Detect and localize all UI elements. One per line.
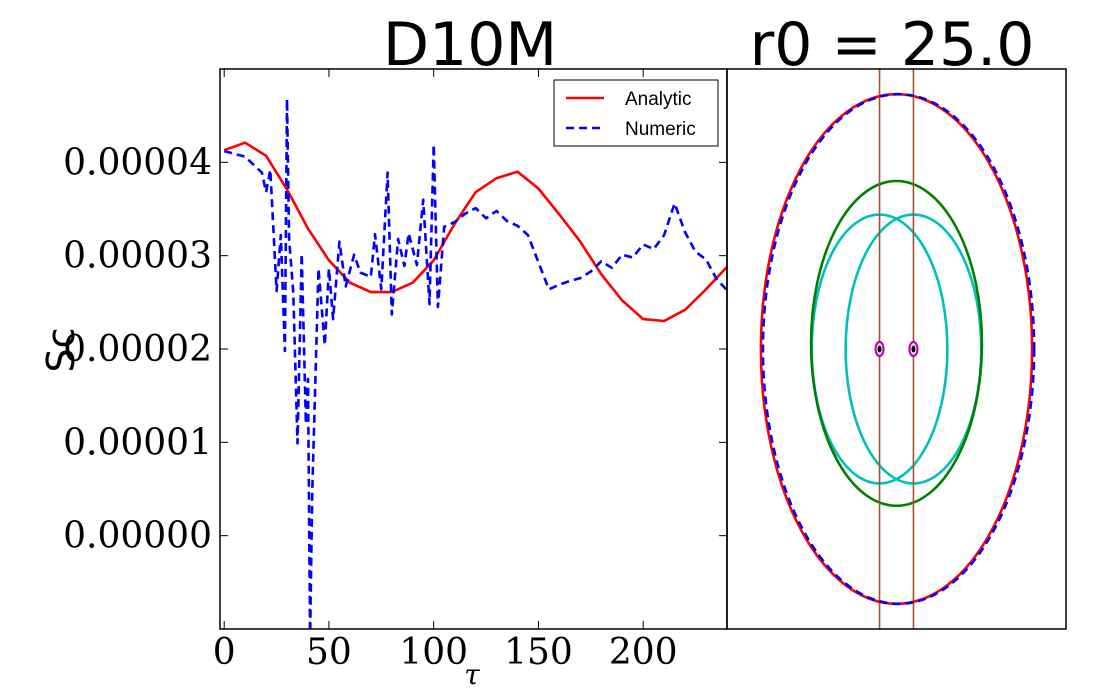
y-tick-label: 0.00002 bbox=[63, 329, 212, 370]
series-line-analytic bbox=[223, 141, 727, 323]
left-plot-area bbox=[223, 97, 727, 629]
x-tick-label: 50 bbox=[306, 632, 352, 673]
y-tick-label: 0.00001 bbox=[63, 422, 212, 463]
legend-label-analytic: Analytic bbox=[625, 89, 692, 110]
y-tick-label: 0.00003 bbox=[63, 236, 212, 277]
x-tick-label: 100 bbox=[399, 632, 468, 673]
x-tick-label: 200 bbox=[609, 632, 678, 673]
left-axes-frame bbox=[219, 68, 728, 630]
series-line-numeric bbox=[223, 97, 727, 629]
legend-box bbox=[553, 79, 719, 147]
y-tick-label: 0.00004 bbox=[63, 142, 212, 183]
x-tick-label: 0 bbox=[213, 632, 236, 673]
ellipse-middle bbox=[809, 179, 984, 508]
ellipse-outer-numeric bbox=[761, 92, 1036, 606]
x-axis-label: τ bbox=[464, 658, 480, 691]
y-tick-label: 0.00000 bbox=[63, 516, 212, 557]
y-axis-label: Sc bbox=[39, 327, 83, 372]
legend-label-numeric: Numeric bbox=[625, 119, 696, 140]
point-left-dot bbox=[877, 345, 882, 353]
left-axes-ticks: 0 50 100 150 200 0.00000 0.00001 0.00002 0.00003… bbox=[63, 69, 727, 673]
legend: Analytic Numeric bbox=[553, 79, 719, 147]
right-axes-frame bbox=[726, 68, 1067, 630]
x-tick-label: 150 bbox=[504, 632, 573, 673]
point-right-dot bbox=[911, 345, 916, 353]
right-plot-area bbox=[759, 69, 1036, 629]
